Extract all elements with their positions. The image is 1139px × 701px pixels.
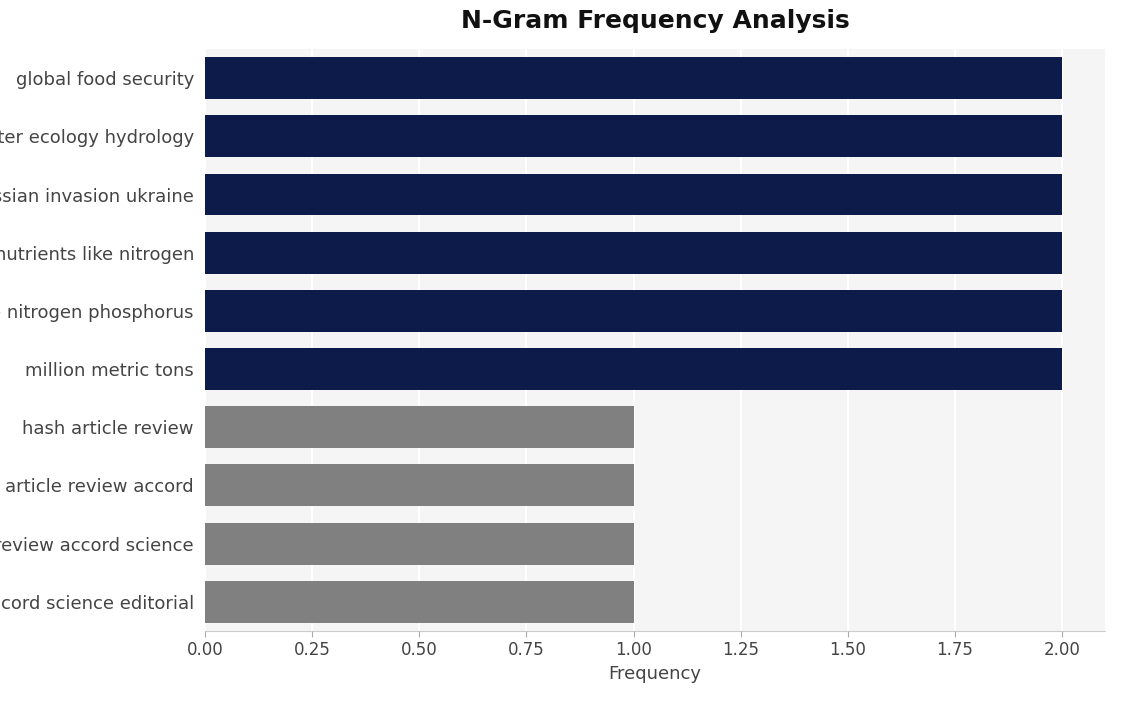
- Bar: [205, 348, 1062, 390]
- Bar: [205, 174, 1062, 215]
- Bar: [205, 57, 1062, 99]
- Bar: [205, 116, 1062, 157]
- Bar: [205, 465, 633, 506]
- Bar: [205, 581, 633, 622]
- Bar: [205, 290, 1062, 332]
- Title: N-Gram Frequency Analysis: N-Gram Frequency Analysis: [460, 9, 850, 33]
- Bar: [205, 232, 1062, 273]
- Bar: [205, 407, 633, 448]
- Bar: [205, 523, 633, 564]
- X-axis label: Frequency: Frequency: [608, 665, 702, 683]
